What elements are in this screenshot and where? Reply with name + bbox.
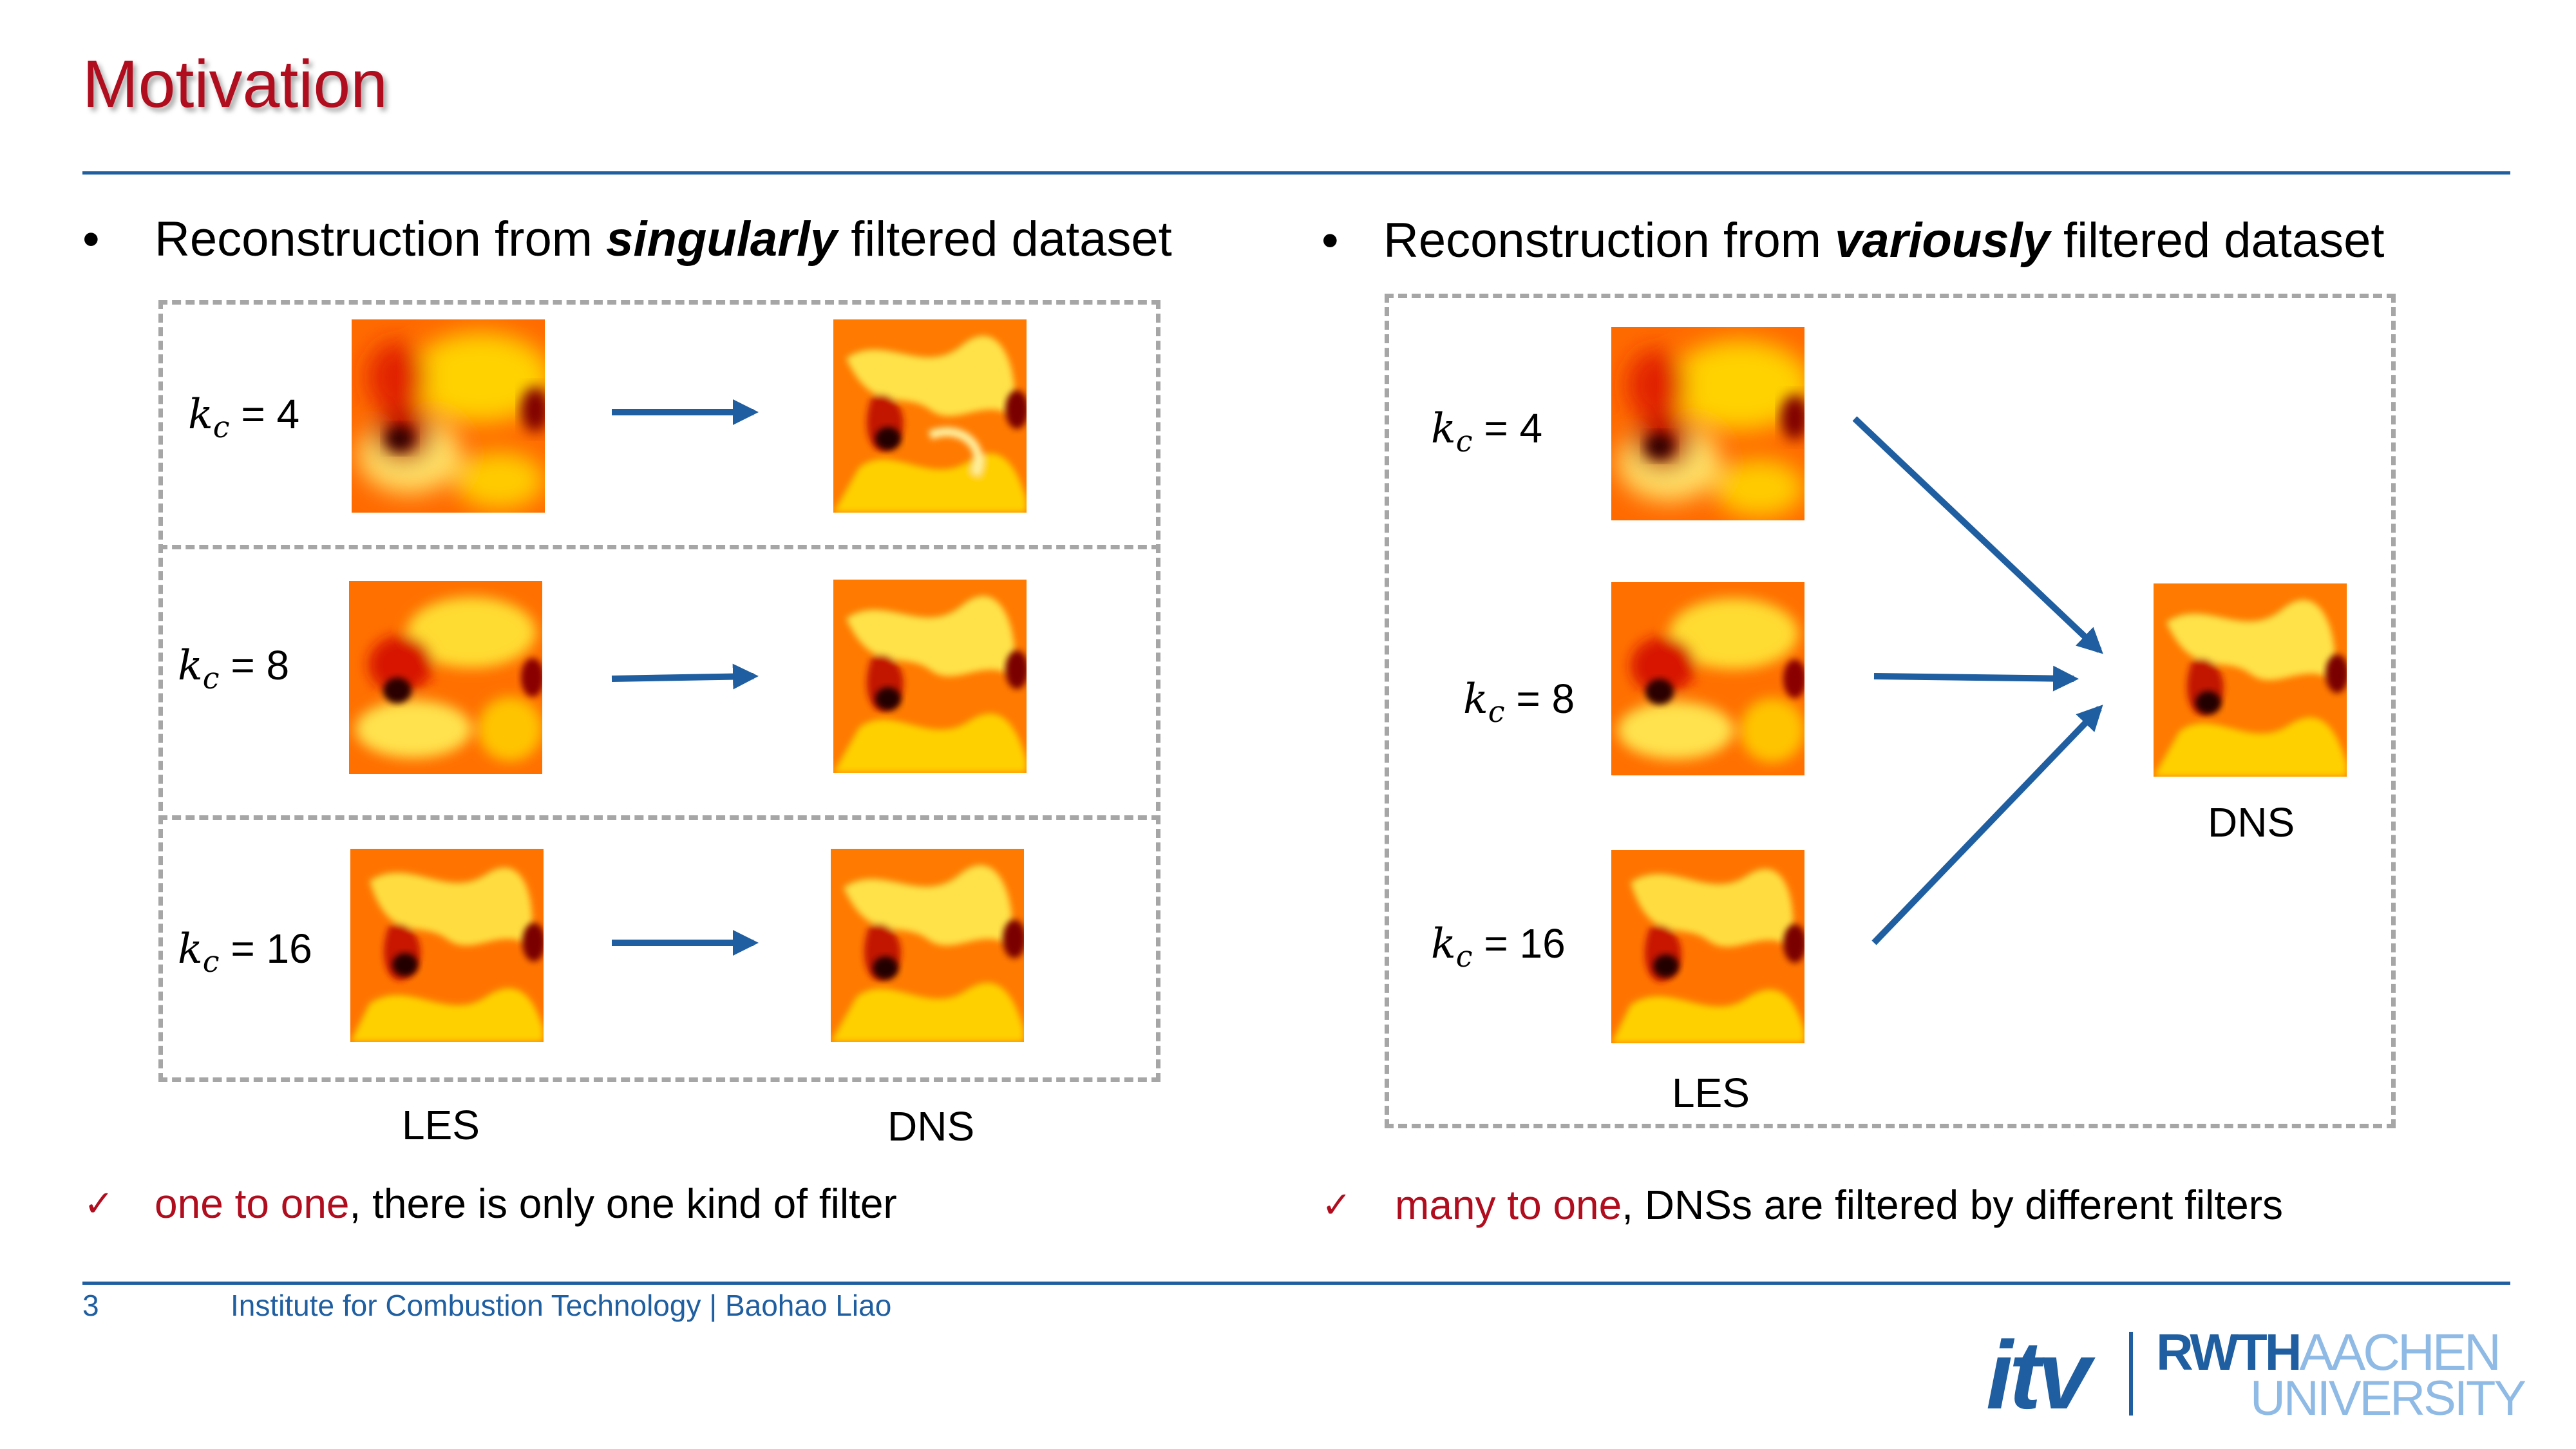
kc-subscript: c	[1488, 694, 1505, 729]
right-kc-label-3: kc = 16	[1431, 920, 1566, 974]
kc-value: = 4	[1484, 405, 1543, 451]
footer-divider	[82, 1282, 2510, 1285]
left-row-divider-1	[158, 545, 1160, 549]
left-note-highlight: one to one	[155, 1180, 350, 1227]
left-bullet: •	[82, 212, 100, 267]
kc-symbol: k	[1463, 676, 1488, 723]
aachen-text: AACHEN	[2299, 1323, 2501, 1381]
left-dashed-box	[158, 300, 1160, 1082]
left-heading-prefix: Reconstruction from	[155, 212, 607, 267]
kc-subscript: c	[202, 661, 220, 696]
header-divider	[82, 171, 2510, 175]
arrow-horizontal	[1873, 665, 2079, 692]
right-les-caption: LES	[1672, 1070, 1750, 1116]
convergence-arrows	[1852, 416, 2103, 945]
kc-value: = 16	[231, 925, 312, 972]
rwth-text: RWTH	[2156, 1323, 2302, 1381]
left-heading-suffix: filtered dataset	[837, 212, 1172, 267]
les-field-kc4	[352, 319, 545, 513]
right-les-field-kc4	[1611, 327, 1804, 520]
right-heading-prefix: Reconstruction from	[1383, 213, 1835, 268]
right-dashed-box	[1385, 294, 2396, 1128]
kc-symbol: k	[178, 642, 203, 690]
page-title: Motivation	[82, 47, 388, 122]
left-heading: Reconstruction from singularly filtered …	[155, 211, 1172, 267]
right-note-rest: , DNSs are filtered by different filters	[1622, 1182, 2283, 1228]
dns-field-2	[833, 580, 1027, 773]
right-note: many to one, DNSs are filtered by differ…	[1395, 1181, 2283, 1229]
left-kc-label-3: kc = 16	[178, 925, 312, 979]
arrow-right-2	[611, 663, 759, 690]
left-row-divider-2	[158, 815, 1160, 820]
university-wordmark: UNIVERSITY	[2250, 1371, 2526, 1426]
kc-symbol: k	[1431, 920, 1456, 968]
kc-symbol: k	[1431, 405, 1456, 453]
left-heading-emph: singularly	[606, 212, 838, 267]
right-dns-caption: DNS	[2208, 799, 2295, 846]
kc-value: = 8	[231, 642, 290, 688]
kc-value: = 8	[1516, 676, 1575, 722]
right-les-field-kc8	[1611, 582, 1804, 775]
right-heading-suffix: filtered dataset	[2049, 213, 2385, 268]
arrow-diag-up	[1871, 705, 2103, 945]
kc-subscript: c	[213, 410, 230, 444]
check-icon: ✓	[1321, 1184, 1352, 1225]
left-les-caption: LES	[402, 1102, 480, 1148]
page-number: 3	[82, 1289, 99, 1322]
logo-separator	[2129, 1332, 2133, 1416]
les-field-kc8	[349, 581, 542, 774]
left-dns-caption: DNS	[887, 1103, 975, 1150]
left-kc-label-1: kc = 4	[188, 390, 299, 444]
kc-subscript: c	[1455, 939, 1473, 974]
right-dns-field	[2154, 583, 2347, 777]
right-heading-emph: variously	[1835, 213, 2050, 268]
left-note: one to one, there is only one kind of fi…	[155, 1180, 897, 1227]
kc-subscript: c	[202, 944, 220, 979]
dns-field-1	[833, 319, 1027, 513]
arrow-right-1	[612, 399, 759, 425]
right-heading: Reconstruction from variously filtered d…	[1383, 213, 2385, 269]
kc-value: = 4	[241, 391, 300, 437]
kc-symbol: k	[188, 391, 213, 439]
right-les-field-kc16	[1611, 850, 1804, 1043]
footer-text: Institute for Combustion Technology | Ba…	[231, 1289, 892, 1322]
check-icon: ✓	[84, 1183, 114, 1224]
arrow-right-3	[612, 930, 759, 956]
left-kc-label-2: kc = 8	[178, 641, 289, 696]
rwth-aachen-wordmark: RWTHAACHEN	[2156, 1327, 2501, 1378]
arrow-diag-down	[1852, 416, 2103, 654]
itv-wordmark: itv	[1986, 1321, 2091, 1429]
les-field-kc16	[350, 849, 544, 1042]
left-note-rest: , there is only one kind of filter	[349, 1180, 897, 1227]
kc-subscript: c	[1455, 424, 1473, 459]
right-bullet: •	[1321, 213, 1339, 268]
itv-rwth-logo: itv RWTHAACHEN UNIVERSITY	[1986, 1323, 2526, 1424]
dns-field-3	[831, 849, 1024, 1042]
kc-value: = 16	[1484, 920, 1566, 967]
right-kc-label-2: kc = 8	[1463, 675, 1575, 729]
right-kc-label-1: kc = 4	[1431, 404, 1542, 459]
right-note-highlight: many to one	[1395, 1182, 1622, 1228]
kc-symbol: k	[178, 925, 203, 973]
